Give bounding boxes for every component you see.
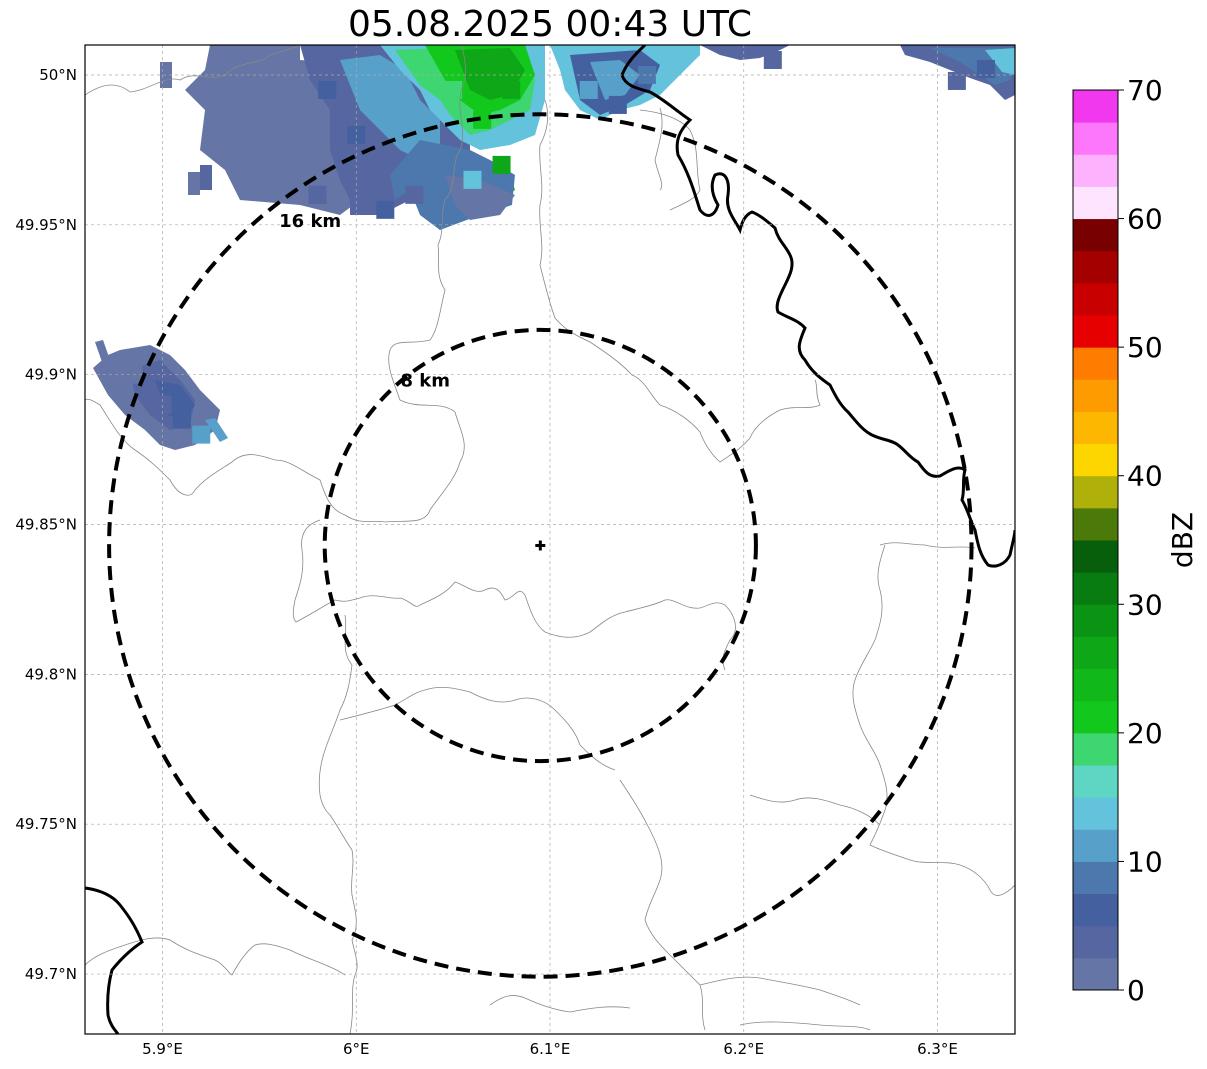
colorbar-segment: [1073, 443, 1118, 477]
lat-tick-label: 49.7°N: [25, 965, 77, 983]
reflectivity-cell: [211, 110, 230, 129]
reflectivity-cell: [415, 155, 434, 174]
lon-tick-label: 6.1°E: [530, 1040, 571, 1058]
colorbar-segment: [1073, 604, 1118, 637]
reflectivity-cell: [579, 80, 598, 99]
reflectivity-cell: [279, 140, 298, 159]
colorbar-segment: [1073, 475, 1118, 509]
colorbar-segment: [1073, 700, 1118, 734]
reflectivity-cell: [386, 95, 404, 114]
colorbar-segment: [1073, 829, 1118, 862]
colorbar-segment: [1073, 411, 1118, 445]
country-borders: [85, 45, 1015, 1034]
colorbar-segment: [1073, 572, 1118, 605]
colorbar-segment: [1073, 636, 1118, 670]
reflectivity-cell: [502, 80, 521, 99]
colorbar-tick-label: 70: [1127, 74, 1163, 107]
latitude-labels: 50°N 49.95°N 49.9°N 49.85°N 49.8°N 49.75°N 49.…: [15, 66, 77, 983]
colorbar-segment: [1073, 218, 1118, 252]
colorbar-segment: [1073, 732, 1118, 766]
range-ring-16km: [107, 112, 974, 979]
reflectivity-cell: [608, 95, 627, 114]
colorbar-segment: [1073, 315, 1118, 348]
reflectivity-cell: [250, 95, 269, 114]
reflectivity-cell: [376, 200, 395, 219]
colorbar-tick-label: 10: [1127, 845, 1163, 878]
reflectivity-cell: [473, 110, 492, 129]
colorbar-segment: [1073, 765, 1118, 798]
radar-site-marker: [535, 540, 546, 551]
colorbar-segment: [1073, 925, 1118, 959]
ring-label: 8 km: [400, 370, 450, 391]
reflectivity-cell: [444, 80, 463, 99]
colorbar-tick-label: 30: [1127, 588, 1163, 621]
lat-tick-label: 49.8°N: [25, 665, 77, 683]
colorbar-segment: [1073, 154, 1118, 187]
lon-tick-label: 6.3°E: [917, 1040, 958, 1058]
lat-tick-label: 49.95°N: [15, 216, 77, 234]
reflectivity-cell: [976, 59, 995, 78]
ring-labels: 8 km 16 km: [279, 211, 450, 391]
ring-label: 16 km: [279, 211, 341, 232]
reflectivity-cell: [637, 65, 656, 84]
reflectivity-cell: [308, 185, 327, 204]
reflectivity-cell: [405, 185, 424, 204]
colorbar-segment: [1073, 347, 1118, 380]
reflectivity-cell: [153, 395, 172, 414]
colorbar-segment: [1073, 122, 1118, 155]
colorbar-segment: [1073, 250, 1118, 284]
colorbar-segment: [1073, 507, 1118, 541]
reflectivity-cell: [947, 71, 966, 90]
colorbar-segment: [1073, 957, 1118, 991]
reflectivity-cell: [347, 125, 366, 144]
reflectivity-cell: [318, 80, 337, 99]
colorbar-tick-label: 60: [1127, 203, 1163, 236]
colorbar-tick-label: 40: [1127, 460, 1163, 493]
lat-tick-label: 49.75°N: [15, 815, 77, 833]
map-gridlines: [85, 45, 1015, 1034]
colorbar-label: dBZ: [1166, 512, 1199, 568]
range-ring-8km: [322, 327, 758, 764]
colorbar-segment: [1073, 282, 1118, 316]
map-frame: [84, 44, 1016, 1035]
colorbar-segment: [1073, 893, 1118, 927]
range-rings: [107, 112, 974, 979]
colorbar-tick-label: 20: [1127, 717, 1163, 750]
lon-tick-label: 6°E: [343, 1040, 370, 1058]
lat-tick-label: 49.9°N: [25, 366, 77, 384]
reflectivity-cell: [492, 155, 511, 174]
colorbar-segment: [1073, 379, 1118, 412]
reflectivity-cell: [463, 170, 482, 189]
colorbar-segment: [1073, 540, 1118, 573]
colorbar-segment: [1073, 668, 1118, 702]
colorbar-segment: [1073, 797, 1118, 830]
colorbar-segment: [1073, 90, 1118, 123]
colorbar-tick-label: 0: [1127, 974, 1145, 1007]
lon-tick-label: 5.9°E: [142, 1040, 183, 1058]
colorbar-tick-label: 50: [1127, 331, 1163, 364]
lon-tick-label: 6.2°E: [723, 1040, 764, 1058]
colorbar-segment: [1073, 861, 1118, 895]
longitude-labels: 5.9°E 6°E 6.1°E 6.2°E 6.3°E: [142, 1040, 958, 1058]
map-title: 05.08.2025 00:43 UTC: [347, 4, 753, 45]
reflectivity-cell: [172, 410, 191, 429]
colorbar-segment: [1073, 186, 1118, 220]
reflectivity-cell: [763, 50, 782, 69]
lat-tick-label: 49.85°N: [15, 516, 77, 534]
colorbar-frame: [1072, 89, 1119, 991]
lat-tick-label: 50°N: [39, 66, 77, 84]
colorbar: 0 10 20 30 40 50 60 70 dBZ: [1072, 74, 1199, 1007]
reflectivity-cell: [192, 425, 211, 444]
